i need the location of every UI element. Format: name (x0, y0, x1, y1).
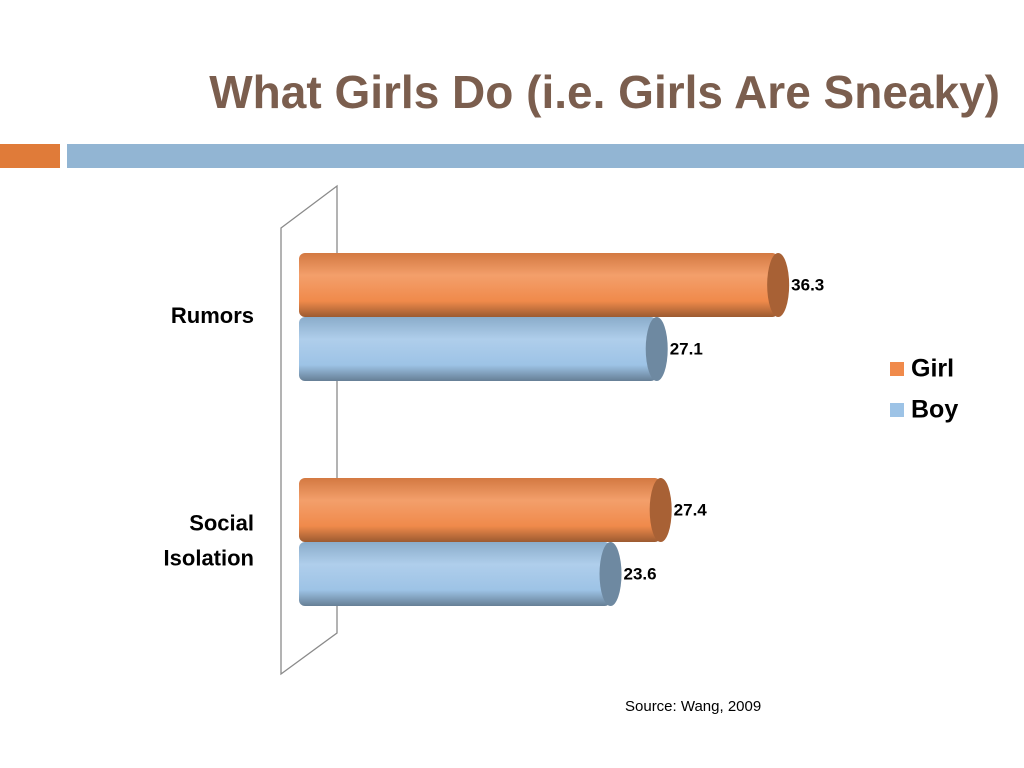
source-note: Source: Wang, 2009 (625, 698, 762, 715)
chart-bars (299, 253, 790, 606)
value-label-boy-1: 23.6 (624, 564, 657, 583)
bar-cap-boy-1 (599, 542, 622, 606)
value-label-boy-0: 27.1 (670, 339, 703, 358)
legend-label-girl: Girl (911, 355, 954, 383)
bar-boy-0 (299, 317, 657, 381)
bar-cap-girl-1 (649, 478, 672, 542)
slide-title: What Girls Do (i.e. Girls Are Sneaky) (209, 66, 1000, 118)
legend-swatch-boy (890, 403, 904, 417)
value-label-girl-1: 27.4 (674, 500, 708, 519)
chart-value-labels: 36.3 27.1 27.4 23.6 (624, 275, 825, 583)
bar-girl-0 (299, 253, 779, 317)
value-label-girl-0: 36.3 (791, 275, 824, 294)
legend-swatch-girl (890, 362, 904, 376)
chart-back-wall (280, 184, 338, 676)
bar-boy-1 (299, 542, 611, 606)
category-label-1: Social (189, 510, 254, 535)
chart-legend: Girl Boy (890, 355, 958, 424)
bar-cap-boy-0 (645, 317, 668, 381)
bar-girl-1 (299, 478, 661, 542)
category-label-0: Rumors (171, 303, 254, 328)
title-divider-accent (0, 144, 60, 168)
chart-category-labels: Rumors Social Isolation (164, 303, 254, 571)
title-divider-bar (67, 144, 1024, 168)
bar-cap-girl-0 (767, 253, 790, 317)
category-label-1: Isolation (164, 545, 254, 570)
legend-label-boy: Boy (911, 396, 958, 424)
